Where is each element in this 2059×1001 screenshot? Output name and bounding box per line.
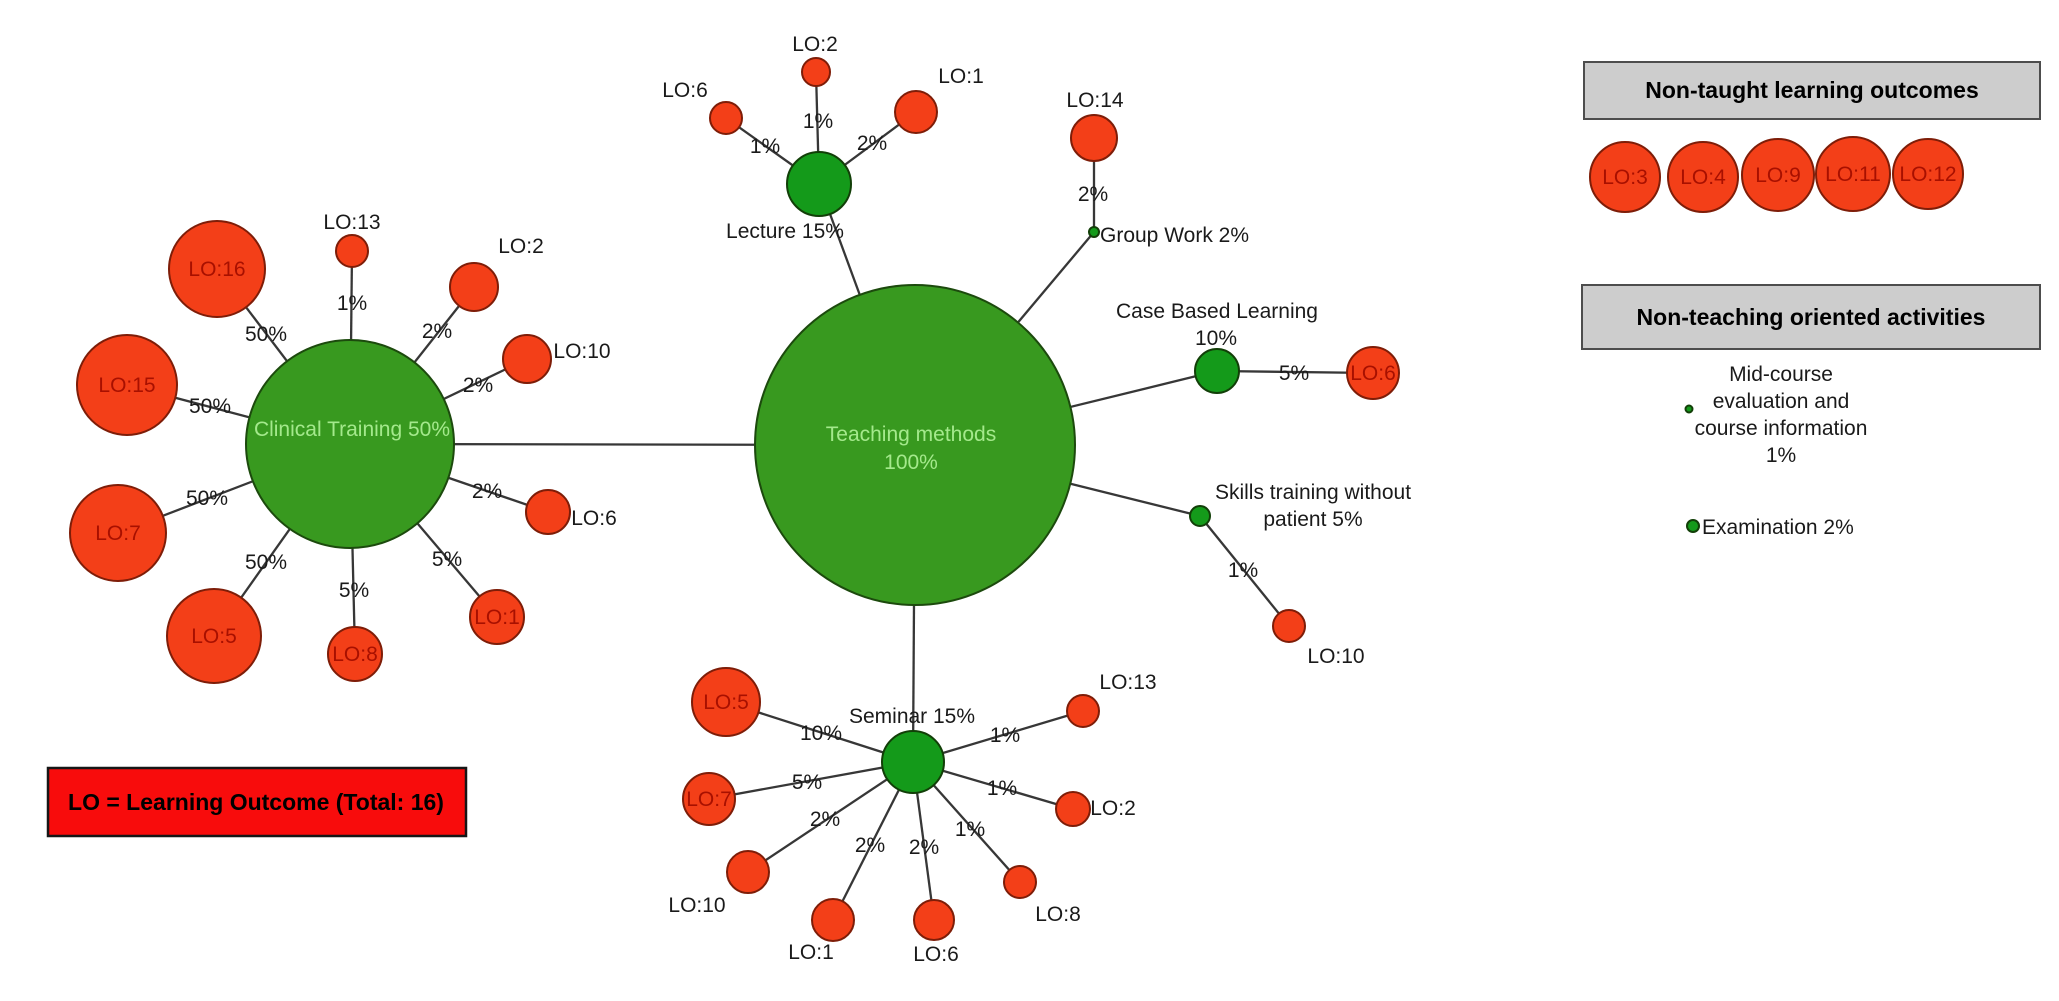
svg-text:1%: 1% [750,135,780,158]
svg-text:2%: 2% [1078,183,1108,206]
svg-text:LO:13: LO:13 [1099,671,1156,694]
svg-text:10%: 10% [800,722,842,745]
svg-text:5%: 5% [792,771,822,794]
svg-text:1%: 1% [987,777,1017,800]
svg-text:50%: 50% [186,487,228,510]
svg-text:2%: 2% [855,834,885,857]
svg-text:LO:13: LO:13 [323,211,380,234]
svg-text:Skills training without: Skills training without [1215,481,1411,504]
svg-text:LO:7: LO:7 [95,522,141,545]
svg-text:LO:6: LO:6 [1350,362,1396,385]
svg-text:LO:10: LO:10 [668,894,725,917]
svg-text:Non-teaching oriented activiti: Non-teaching oriented activities [1637,304,1986,330]
svg-text:LO:1: LO:1 [474,606,520,629]
svg-text:LO:11: LO:11 [1825,163,1881,186]
svg-text:2%: 2% [463,374,493,397]
svg-text:Group Work 2%: Group Work 2% [1100,224,1249,247]
svg-text:1%: 1% [1766,444,1796,467]
svg-text:LO:3: LO:3 [1602,166,1648,189]
svg-text:LO:5: LO:5 [703,691,749,714]
svg-text:1%: 1% [990,724,1020,747]
svg-text:LO:16: LO:16 [188,258,245,281]
svg-text:LO:7: LO:7 [686,788,732,811]
svg-text:LO:8: LO:8 [332,643,378,666]
svg-text:LO:2: LO:2 [498,235,544,258]
svg-text:50%: 50% [189,395,231,418]
svg-text:LO:9: LO:9 [1755,164,1801,187]
svg-text:1%: 1% [803,110,833,133]
svg-text:LO:1: LO:1 [938,65,984,88]
svg-text:LO:6: LO:6 [913,943,959,966]
svg-text:Examination 2%: Examination 2% [1702,516,1854,539]
svg-text:LO:6: LO:6 [662,79,708,102]
svg-text:2%: 2% [472,480,502,503]
svg-text:LO:5: LO:5 [191,625,237,648]
svg-text:2%: 2% [857,132,887,155]
svg-text:LO:10: LO:10 [1307,645,1364,668]
svg-text:LO:15: LO:15 [98,374,155,397]
svg-text:LO:2: LO:2 [1090,797,1136,820]
svg-text:2%: 2% [909,836,939,859]
svg-text:LO:10: LO:10 [553,340,610,363]
svg-text:5%: 5% [432,548,462,571]
svg-text:LO:6: LO:6 [571,507,617,530]
svg-text:LO:1: LO:1 [788,941,834,964]
svg-text:LO:4: LO:4 [1680,166,1726,189]
svg-text:LO:12: LO:12 [1899,163,1956,186]
svg-text:Teaching methods: Teaching methods [826,423,996,446]
svg-text:5%: 5% [339,579,369,602]
svg-text:Non-taught learning outcomes: Non-taught learning outcomes [1645,77,1979,103]
svg-text:1%: 1% [337,292,367,315]
svg-text:50%: 50% [245,323,287,346]
svg-text:LO = Learning Outcome (Total:: LO = Learning Outcome (Total: 16) [68,789,444,815]
svg-text:2%: 2% [810,808,840,831]
svg-text:LO:2: LO:2 [792,33,838,56]
svg-text:Lecture 15%: Lecture 15% [726,220,844,243]
svg-text:50%: 50% [245,551,287,574]
svg-text:patient 5%: patient 5% [1263,508,1362,531]
svg-text:10%: 10% [1195,327,1237,350]
svg-text:1%: 1% [1228,559,1258,582]
svg-text:LO:14: LO:14 [1066,89,1124,112]
svg-text:Case Based Learning: Case Based Learning [1116,300,1318,323]
svg-text:Clinical Training 50%: Clinical Training 50% [254,418,450,441]
svg-text:100%: 100% [884,451,938,474]
svg-text:LO:8: LO:8 [1035,903,1081,926]
svg-text:evaluation and: evaluation and [1713,390,1850,413]
svg-text:1%: 1% [955,818,985,841]
svg-text:course information: course information [1695,417,1868,440]
svg-text:2%: 2% [422,320,452,343]
svg-text:Mid-course: Mid-course [1729,363,1833,386]
svg-text:5%: 5% [1279,362,1309,385]
svg-text:Seminar 15%: Seminar 15% [849,705,975,728]
